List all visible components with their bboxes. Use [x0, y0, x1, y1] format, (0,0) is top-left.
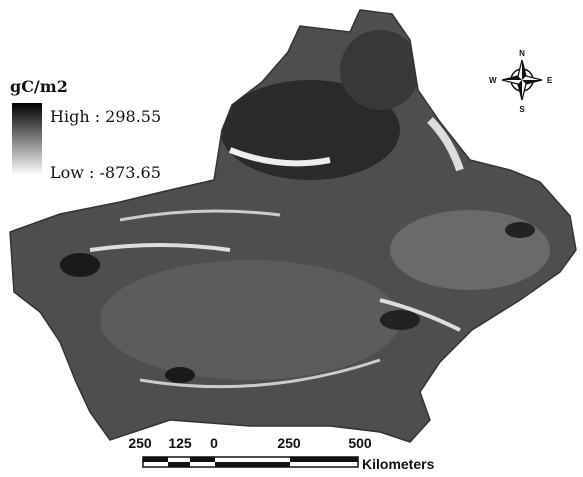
scale-bar: 250 125 0 250 500 Kilometers [128, 435, 434, 472]
legend-title: gC/m2 [10, 77, 68, 96]
scale-label: 0 [210, 435, 218, 451]
compass-s: S [519, 105, 525, 114]
scale-label: 125 [168, 435, 192, 451]
scale-label: 500 [348, 435, 372, 451]
compass-e: E [547, 76, 553, 85]
legend-ramp [12, 103, 42, 175]
legend-high: High : 298.55 [50, 107, 161, 126]
scale-unit: Kilometers [362, 456, 435, 472]
scale-label: 250 [277, 435, 301, 451]
compass: N S E W [489, 49, 553, 114]
map-figure: gC/m2 High : 298.55 Low : -873.65 N S E … [0, 0, 583, 477]
legend-low: Low : -873.65 [50, 163, 161, 182]
scale-label: 250 [128, 435, 152, 451]
compass-w: W [489, 76, 497, 85]
compass-n: N [519, 49, 525, 58]
